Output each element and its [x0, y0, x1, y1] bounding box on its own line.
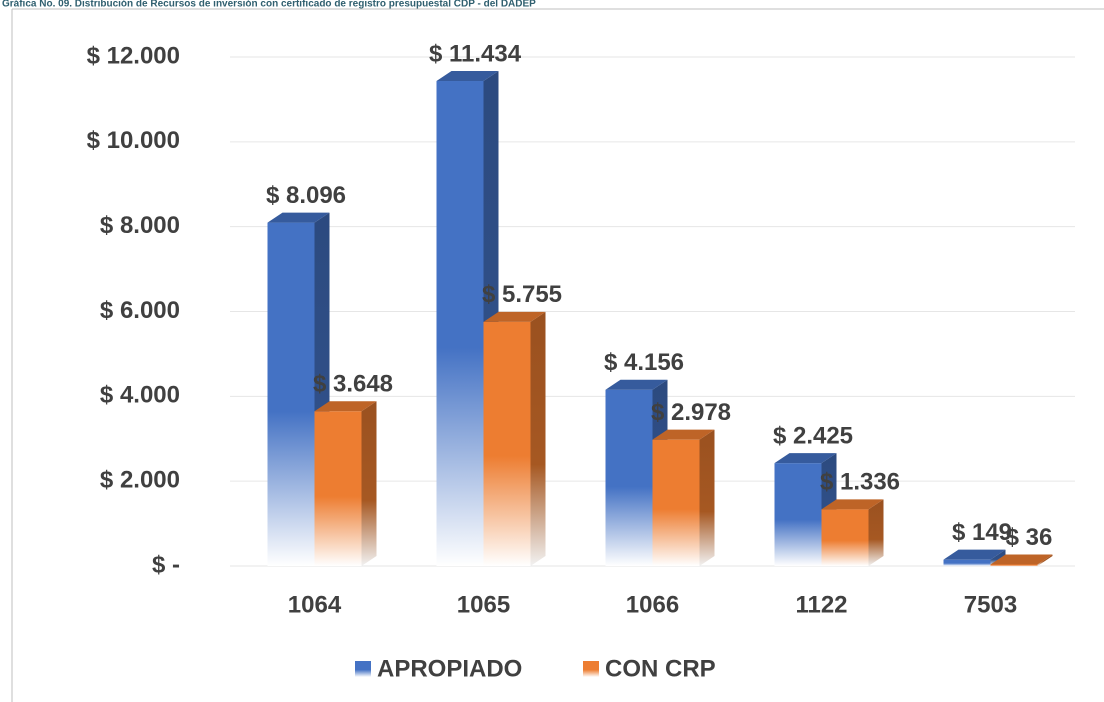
x-tick-label: 1064	[288, 591, 342, 618]
data-label: $ 5.755	[482, 281, 562, 308]
bar-top	[943, 549, 1006, 560]
y-tick-label: $ 4.000	[100, 382, 180, 409]
bar-top	[483, 311, 546, 322]
bar-top	[774, 453, 837, 464]
data-label: $ 36	[1006, 524, 1053, 551]
bar-top	[605, 379, 668, 390]
bar	[990, 564, 1038, 566]
x-tick-label: 1065	[457, 591, 510, 618]
bar	[943, 559, 991, 566]
bar	[652, 439, 700, 566]
legend-swatch	[355, 661, 371, 677]
bar-top	[821, 499, 884, 510]
y-tick-label: $ 8.000	[100, 212, 180, 239]
bar	[605, 389, 653, 566]
data-label: $ 1.336	[820, 469, 900, 496]
legend-swatch	[583, 661, 599, 677]
y-tick-label: $ 2.000	[100, 467, 180, 494]
data-label: $ 149	[952, 519, 1012, 546]
x-tick-label: 1066	[626, 591, 679, 618]
y-tick-label: $ 10.000	[87, 127, 180, 154]
bar	[267, 222, 315, 566]
legend-label: CON CRP	[605, 655, 716, 682]
y-tick-label: $ 6.000	[100, 297, 180, 324]
y-tick-label: $ -	[152, 551, 180, 578]
bar-side	[868, 499, 884, 566]
data-label: $ 8.096	[266, 182, 346, 209]
bar-top	[652, 429, 715, 440]
bar	[314, 411, 362, 566]
x-tick-label: 7503	[964, 591, 1017, 618]
bar-side	[361, 401, 377, 566]
data-label: $ 4.156	[604, 349, 684, 376]
bar-side	[990, 549, 1006, 566]
data-label: $ 2.425	[773, 422, 853, 449]
data-label: $ 2.978	[651, 399, 731, 426]
bar-top	[267, 212, 330, 223]
bar-top	[436, 71, 499, 82]
chart-title: Gráfica No. 09. Distribución de Recursos…	[2, 0, 536, 10]
bar-side	[699, 429, 715, 566]
bar	[436, 81, 484, 566]
data-label: $ 11.434	[429, 40, 522, 67]
x-tick-label: 1122	[795, 591, 847, 618]
y-tick-label: $ 12.000	[87, 42, 180, 69]
bar	[483, 321, 531, 566]
bar	[774, 463, 822, 566]
bar-top	[314, 401, 377, 412]
bar	[821, 509, 869, 566]
bar-side	[530, 311, 546, 566]
bar-side	[1037, 554, 1053, 566]
legend-label: APROPIADO	[377, 655, 522, 682]
bar-top	[990, 554, 1053, 565]
data-label: $ 3.648	[313, 371, 393, 398]
